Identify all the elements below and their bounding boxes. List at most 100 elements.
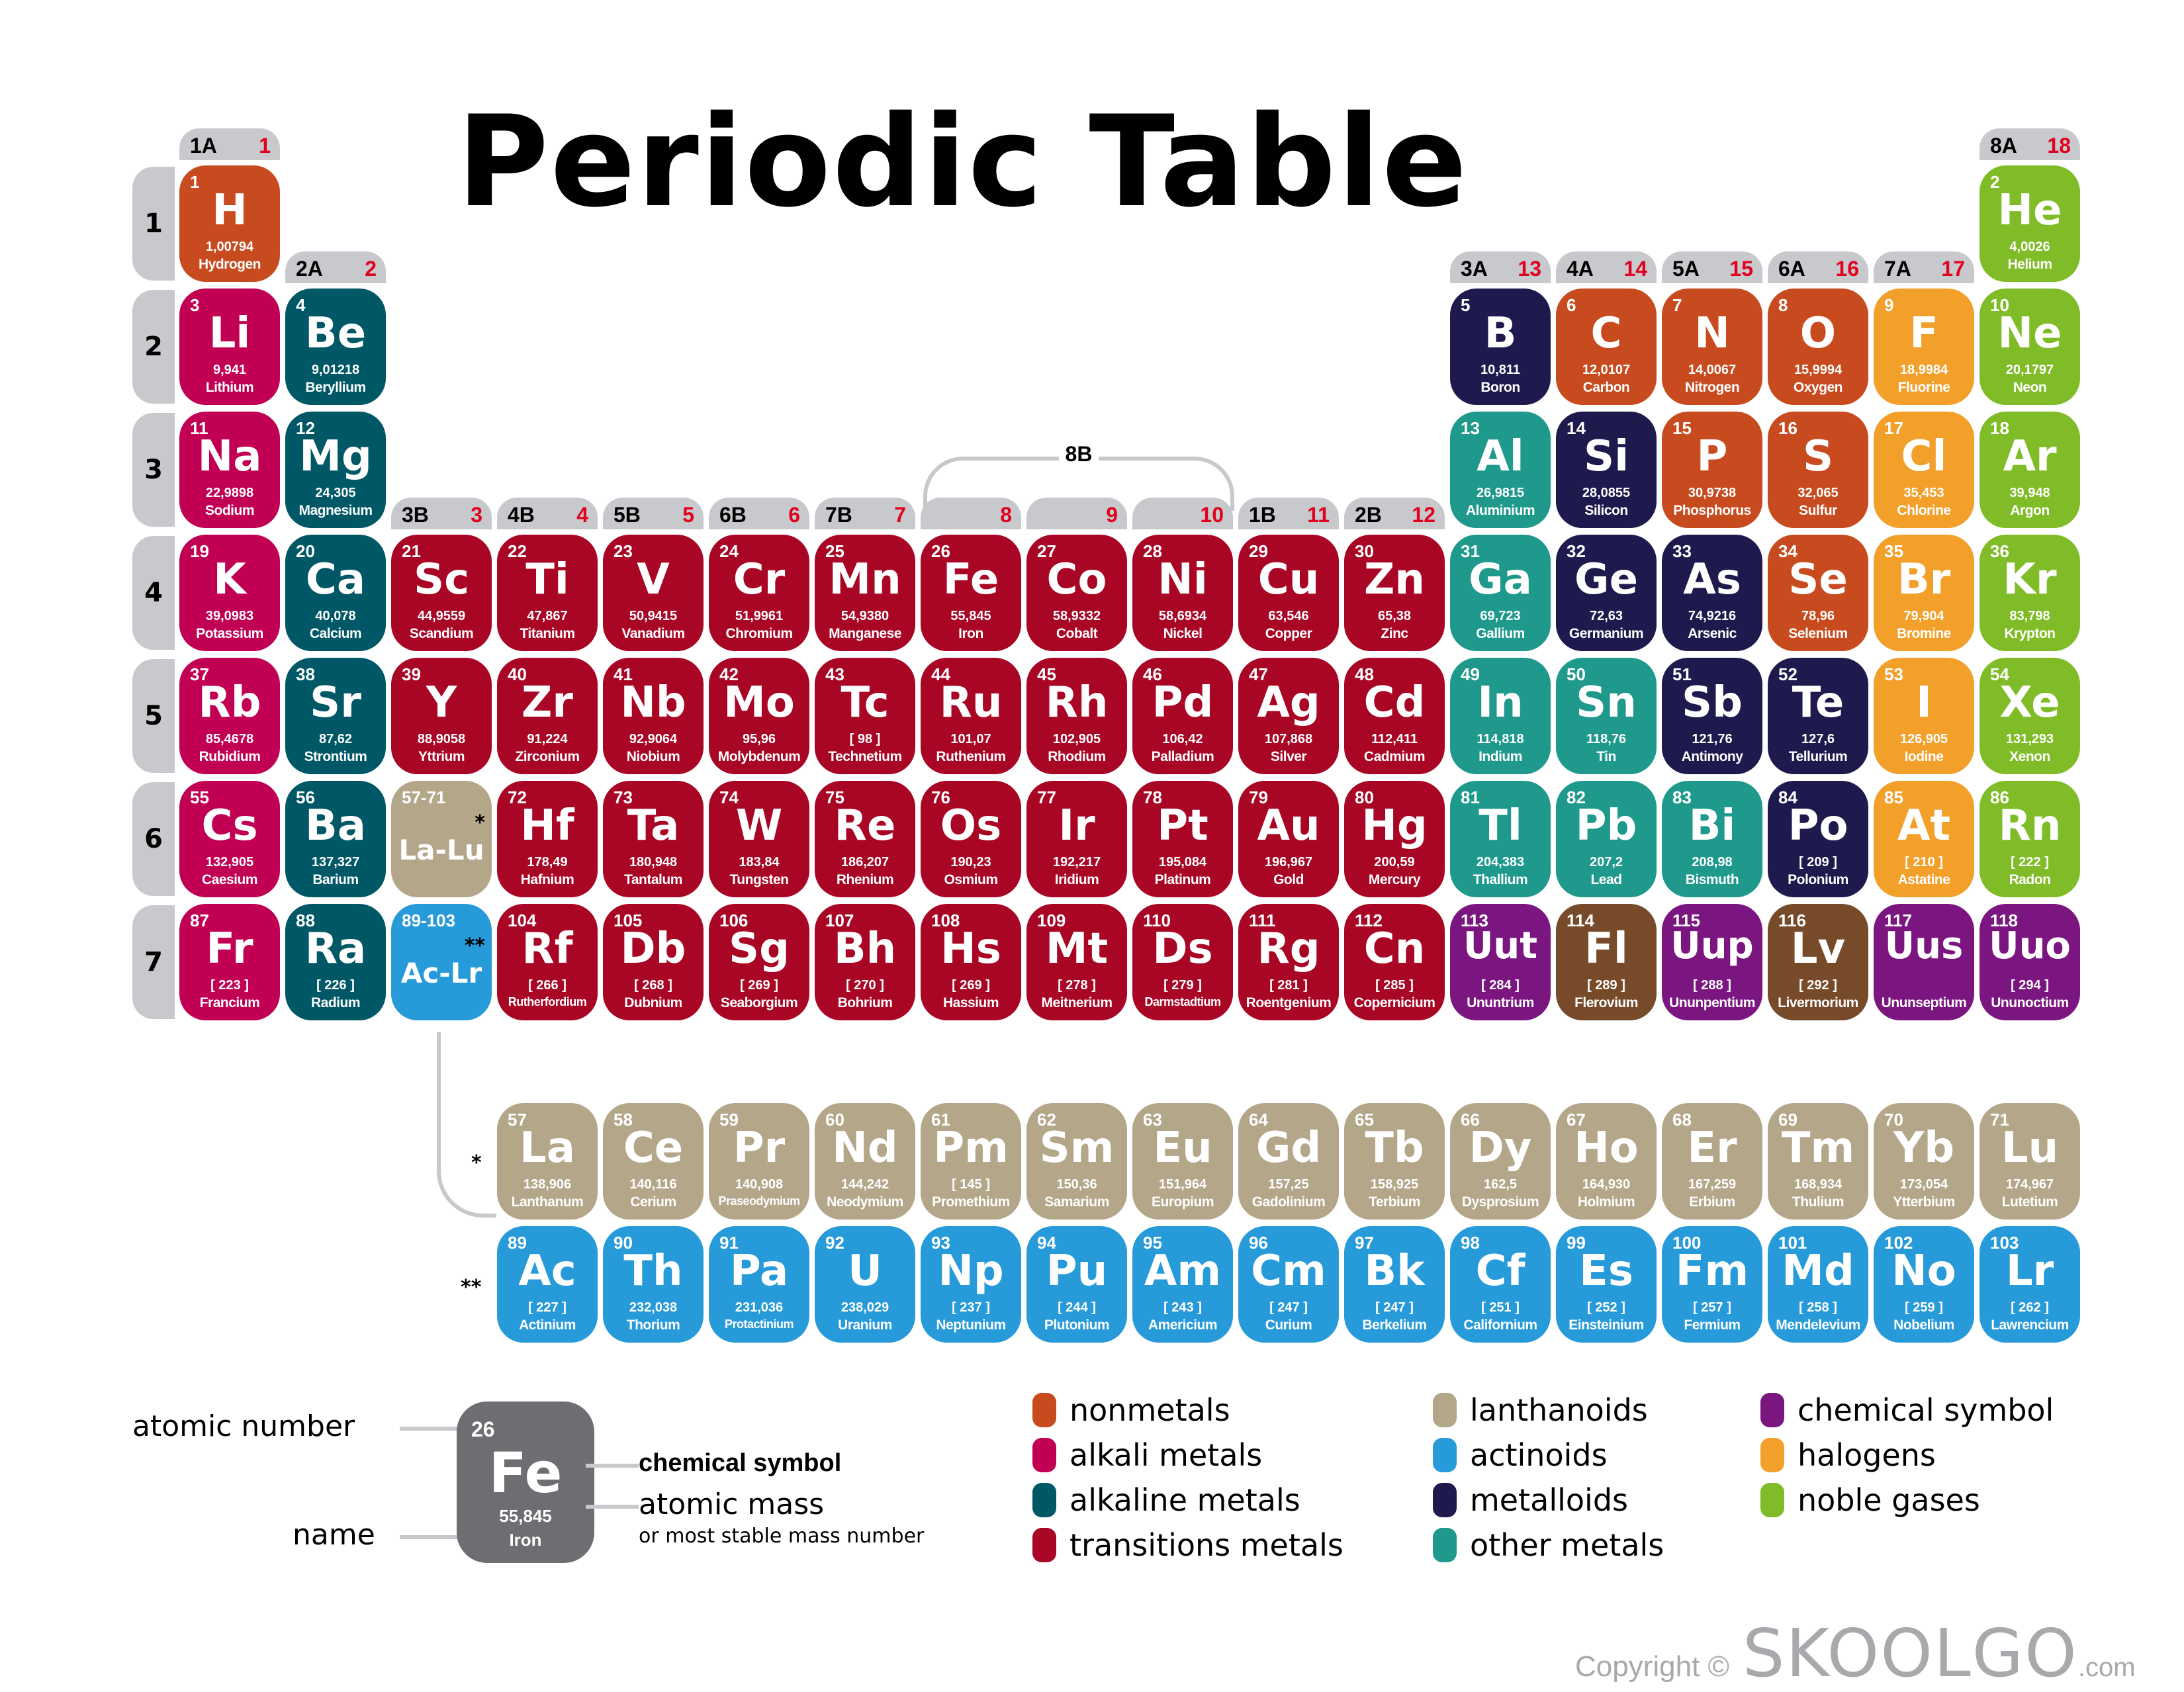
element-tile-au[interactable]: 79 Au 196,967 Gold bbox=[1238, 781, 1339, 897]
placeholder-tile-la-lu[interactable]: 57-71 * La-Lu bbox=[391, 781, 492, 897]
element-tile-ru[interactable]: 44 Ru 101,07 Ruthenium bbox=[921, 658, 1021, 774]
element-tile-mt[interactable]: 109 Mt [ 278 ] Meitnerium bbox=[1026, 904, 1127, 1020]
element-tile-n[interactable]: 7 N 14,0067 Nitrogen bbox=[1662, 289, 1762, 405]
element-tile-zr[interactable]: 40 Zr 91,224 Zirconium bbox=[497, 658, 598, 774]
element-tile-na[interactable]: 11 Na 22,9898 Sodium bbox=[179, 412, 280, 528]
element-tile-fe[interactable]: 26 Fe 55,845 Iron bbox=[921, 535, 1021, 651]
element-tile-ni[interactable]: 28 Ni 58,6934 Nickel bbox=[1132, 535, 1233, 651]
element-tile-y[interactable]: 39 Y 88,9058 Yttrium bbox=[391, 658, 492, 774]
element-tile-pm[interactable]: 61 Pm [ 145 ] Promethium bbox=[921, 1103, 1021, 1220]
element-tile-pb[interactable]: 82 Pb 207,2 Lead bbox=[1556, 781, 1657, 897]
element-tile-am[interactable]: 95 Am [ 243 ] Americium bbox=[1132, 1226, 1233, 1343]
element-tile-rb[interactable]: 37 Rb 85,4678 Rubidium bbox=[179, 658, 280, 774]
element-tile-p[interactable]: 15 P 30,9738 Phosphorus bbox=[1662, 412, 1762, 528]
element-tile-md[interactable]: 101 Md [ 258 ] Mendelevium bbox=[1768, 1226, 1868, 1343]
element-tile-ce[interactable]: 58 Ce 140,116 Cerium bbox=[603, 1103, 704, 1220]
element-tile-er[interactable]: 68 Er 167,259 Erbium bbox=[1662, 1103, 1762, 1220]
element-tile-sm[interactable]: 62 Sm 150,36 Samarium bbox=[1026, 1103, 1127, 1220]
element-tile-tm[interactable]: 69 Tm 168,934 Thulium bbox=[1768, 1103, 1868, 1220]
element-tile-li[interactable]: 3 Li 9,941 Lithium bbox=[179, 289, 280, 405]
element-tile-mg[interactable]: 12 Mg 24,305 Magnesium bbox=[285, 412, 386, 528]
element-tile-pd[interactable]: 46 Pd 106,42 Palladium bbox=[1132, 658, 1233, 774]
element-tile-cr[interactable]: 24 Cr 51,9961 Chromium bbox=[709, 535, 809, 651]
element-tile-uup[interactable]: 115 Uup [ 288 ] Ununpentium bbox=[1662, 904, 1762, 1020]
element-tile-ds[interactable]: 110 Ds [ 279 ] Darmstadtium bbox=[1132, 904, 1233, 1020]
element-tile-nb[interactable]: 41 Nb 92,9064 Niobium bbox=[603, 658, 704, 774]
element-tile-rh[interactable]: 45 Rh 102,905 Rhodium bbox=[1026, 658, 1127, 774]
element-tile-la[interactable]: 57 La 138,906 Lanthanum bbox=[497, 1103, 598, 1220]
element-tile-ca[interactable]: 20 Ca 40,078 Calcium bbox=[285, 535, 386, 651]
element-tile-tc[interactable]: 43 Tc [ 98 ] Technetium bbox=[815, 658, 915, 774]
element-tile-hf[interactable]: 72 Hf 178,49 Hafnium bbox=[497, 781, 598, 897]
element-tile-v[interactable]: 23 V 50,9415 Vanadium bbox=[603, 535, 704, 651]
element-tile-br[interactable]: 35 Br 79,904 Bromine bbox=[1874, 535, 1974, 651]
element-tile-hs[interactable]: 108 Hs [ 269 ] Hassium bbox=[921, 904, 1021, 1020]
element-tile-c[interactable]: 6 C 12,0107 Carbon bbox=[1556, 289, 1657, 405]
element-tile-cs[interactable]: 55 Cs 132,905 Caesium bbox=[179, 781, 280, 897]
element-tile-rg[interactable]: 111 Rg [ 281 ] Roentgenium bbox=[1238, 904, 1339, 1020]
placeholder-tile-ac-lr[interactable]: 89-103 ** Ac-Lr bbox=[391, 904, 492, 1020]
element-tile-cm[interactable]: 96 Cm [ 247 ] Curium bbox=[1238, 1226, 1339, 1343]
element-tile-i[interactable]: 53 I 126,905 Iodine bbox=[1874, 658, 1974, 774]
element-tile-lr[interactable]: 103 Lr [ 262 ] Lawrencium bbox=[1979, 1226, 2080, 1343]
element-tile-ho[interactable]: 67 Ho 164,930 Holmium bbox=[1556, 1103, 1657, 1220]
element-tile-u[interactable]: 92 U 238,029 Uranium bbox=[815, 1226, 915, 1343]
element-tile-al[interactable]: 13 Al 26,9815 Aluminium bbox=[1450, 412, 1551, 528]
element-tile-cf[interactable]: 98 Cf [ 251 ] Californium bbox=[1450, 1226, 1551, 1343]
element-tile-db[interactable]: 105 Db [ 268 ] Dubnium bbox=[603, 904, 704, 1020]
element-tile-ar[interactable]: 18 Ar 39,948 Argon bbox=[1979, 412, 2080, 528]
element-tile-ba[interactable]: 56 Ba 137,327 Barium bbox=[285, 781, 386, 897]
element-tile-th[interactable]: 90 Th 232,038 Thorium bbox=[603, 1226, 704, 1343]
element-tile-uut[interactable]: 113 Uut [ 284 ] Ununtrium bbox=[1450, 904, 1551, 1020]
element-tile-ti[interactable]: 22 Ti 47,867 Titanium bbox=[497, 535, 598, 651]
element-tile-sr[interactable]: 38 Sr 87,62 Strontium bbox=[285, 658, 386, 774]
element-tile-pr[interactable]: 59 Pr 140,908 Praseodymium bbox=[709, 1103, 809, 1220]
element-tile-ag[interactable]: 47 Ag 107,868 Silver bbox=[1238, 658, 1339, 774]
element-tile-o[interactable]: 8 O 15,9994 Oxygen bbox=[1768, 289, 1868, 405]
element-tile-lu[interactable]: 71 Lu 174,967 Lutetium bbox=[1979, 1103, 2080, 1220]
element-tile-uuo[interactable]: 118 Uuo [ 294 ] Ununoctium bbox=[1979, 904, 2080, 1020]
element-tile-ac[interactable]: 89 Ac [ 227 ] Actinium bbox=[497, 1226, 598, 1343]
element-tile-bi[interactable]: 83 Bi 208,98 Bismuth bbox=[1662, 781, 1762, 897]
element-tile-np[interactable]: 93 Np [ 237 ] Neptunium bbox=[921, 1226, 1021, 1343]
element-tile-fm[interactable]: 100 Fm [ 257 ] Fermium bbox=[1662, 1226, 1762, 1343]
element-tile-lv[interactable]: 116 Lv [ 292 ] Livermorium bbox=[1768, 904, 1868, 1020]
element-tile-at[interactable]: 85 At [ 210 ] Astatine bbox=[1874, 781, 1974, 897]
element-tile-w[interactable]: 74 W 183,84 Tungsten bbox=[709, 781, 809, 897]
element-tile-tb[interactable]: 65 Tb 158,925 Terbium bbox=[1344, 1103, 1445, 1220]
element-tile-yb[interactable]: 70 Yb 173,054 Ytterbium bbox=[1874, 1103, 1974, 1220]
element-tile-se[interactable]: 34 Se 78,96 Selenium bbox=[1768, 535, 1868, 651]
element-tile-dy[interactable]: 66 Dy 162,5 Dysprosium bbox=[1450, 1103, 1551, 1220]
element-tile-hg[interactable]: 80 Hg 200,59 Mercury bbox=[1344, 781, 1445, 897]
element-tile-fr[interactable]: 87 Fr [ 223 ] Francium bbox=[179, 904, 280, 1020]
element-tile-as[interactable]: 33 As 74,9216 Arsenic bbox=[1662, 535, 1762, 651]
element-tile-uus[interactable]: 117 Uus Ununseptium bbox=[1874, 904, 1974, 1020]
element-tile-ir[interactable]: 77 Ir 192,217 Iridium bbox=[1026, 781, 1127, 897]
element-tile-gd[interactable]: 64 Gd 157,25 Gadolinium bbox=[1238, 1103, 1339, 1220]
element-tile-b[interactable]: 5 B 10,811 Boron bbox=[1450, 289, 1551, 405]
element-tile-eu[interactable]: 63 Eu 151,964 Europium bbox=[1132, 1103, 1233, 1220]
element-tile-sn[interactable]: 50 Sn 118,76 Tin bbox=[1556, 658, 1657, 774]
element-tile-ne[interactable]: 10 Ne 20,1797 Neon bbox=[1979, 289, 2080, 405]
element-tile-si[interactable]: 14 Si 28,0855 Silicon bbox=[1556, 412, 1657, 528]
element-tile-xe[interactable]: 54 Xe 131,293 Xenon bbox=[1979, 658, 2080, 774]
element-tile-cl[interactable]: 17 Cl 35,453 Chlorine bbox=[1874, 412, 1974, 528]
element-tile-in[interactable]: 49 In 114,818 Indium bbox=[1450, 658, 1551, 774]
element-tile-f[interactable]: 9 F 18,9984 Fluorine bbox=[1874, 289, 1974, 405]
element-tile-fl[interactable]: 114 Fl [ 289 ] Flerovium bbox=[1556, 904, 1657, 1020]
element-tile-kr[interactable]: 36 Kr 83,798 Krypton bbox=[1979, 535, 2080, 651]
element-tile-sc[interactable]: 21 Sc 44,9559 Scandium bbox=[391, 535, 492, 651]
element-tile-he[interactable]: 2 He 4,0026 Helium bbox=[1979, 165, 2080, 282]
element-tile-pa[interactable]: 91 Pa 231,036 Protactinium bbox=[709, 1226, 809, 1343]
element-tile-ta[interactable]: 73 Ta 180,948 Tantalum bbox=[603, 781, 704, 897]
element-tile-ra[interactable]: 88 Ra [ 226 ] Radium bbox=[285, 904, 386, 1020]
element-tile-nd[interactable]: 60 Nd 144,242 Neodymium bbox=[815, 1103, 915, 1220]
element-tile-rn[interactable]: 86 Rn [ 222 ] Radon bbox=[1979, 781, 2080, 897]
element-tile-co[interactable]: 27 Co 58,9332 Cobalt bbox=[1026, 535, 1127, 651]
element-tile-k[interactable]: 19 K 39,0983 Potassium bbox=[179, 535, 280, 651]
element-tile-be[interactable]: 4 Be 9,01218 Beryllium bbox=[285, 289, 386, 405]
element-tile-bh[interactable]: 107 Bh [ 270 ] Bohrium bbox=[815, 904, 915, 1020]
element-tile-ga[interactable]: 31 Ga 69,723 Gallium bbox=[1450, 535, 1551, 651]
element-tile-po[interactable]: 84 Po [ 209 ] Polonium bbox=[1768, 781, 1868, 897]
element-tile-cn[interactable]: 112 Cn [ 285 ] Copernicium bbox=[1344, 904, 1445, 1020]
